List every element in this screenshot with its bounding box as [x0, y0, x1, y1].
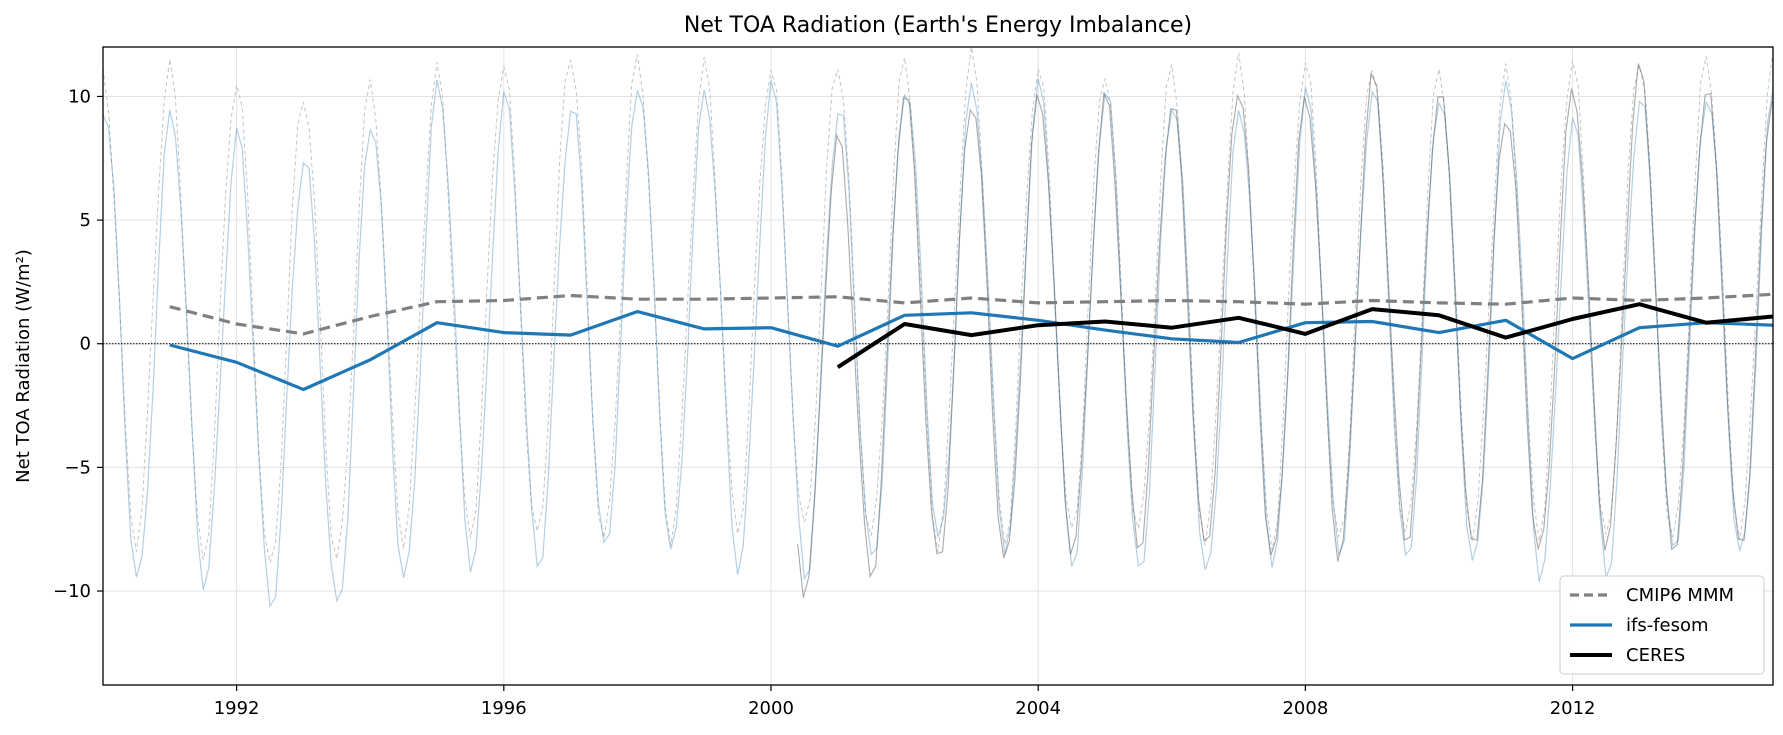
- x-tick-label-2000: 2000: [748, 698, 794, 719]
- x-tick-label-1992: 1992: [214, 698, 260, 719]
- legend: CMIP6 MMM ifs-fesom CERES: [1559, 575, 1765, 675]
- plot-frame: [102, 46, 1774, 686]
- x-tick-label-2012: 2012: [1550, 698, 1596, 719]
- x-tick-label-2008: 2008: [1282, 698, 1328, 719]
- annual-mean-lines: [169, 292, 1774, 392]
- legend-label-ceres: CERES: [1626, 645, 1685, 666]
- y-tick-label-10: 10: [68, 86, 91, 107]
- legend-label-ifs-fesom: ifs-fesom: [1626, 615, 1709, 636]
- y-axis: −10 −5 0 5 10: [53, 86, 103, 602]
- y-tick-label--5: −5: [64, 457, 91, 478]
- y-tick-label-5: 5: [80, 210, 91, 231]
- y-axis-label: Net TOA Radiation (W/m²): [13, 249, 34, 483]
- chart-title: Net TOA Radiation (Earth's Energy Imbala…: [684, 13, 1192, 38]
- monthly-trace-ifs-fesom: [102, 78, 1774, 608]
- legend-label-cmip6-mmm: CMIP6 MMM: [1626, 585, 1734, 606]
- x-tick-label-1996: 1996: [481, 698, 527, 719]
- series-line-cmip6-mmm: [169, 292, 1774, 336]
- series-line-ceres: [836, 302, 1774, 369]
- x-tick-label-2004: 2004: [1015, 698, 1061, 719]
- monthly-trace-cmip6-mmm: [102, 47, 1774, 563]
- x-axis: 1992 1996 2000 2004 2008 2012: [214, 685, 1596, 719]
- monthly-traces: [102, 47, 1774, 608]
- y-tick-label--10: −10: [53, 581, 91, 602]
- monthly-trace-ceres: [797, 63, 1773, 598]
- y-tick-label-0: 0: [80, 334, 91, 355]
- series-line-ifs-fesom: [169, 310, 1774, 392]
- legend-box: [1559, 575, 1765, 675]
